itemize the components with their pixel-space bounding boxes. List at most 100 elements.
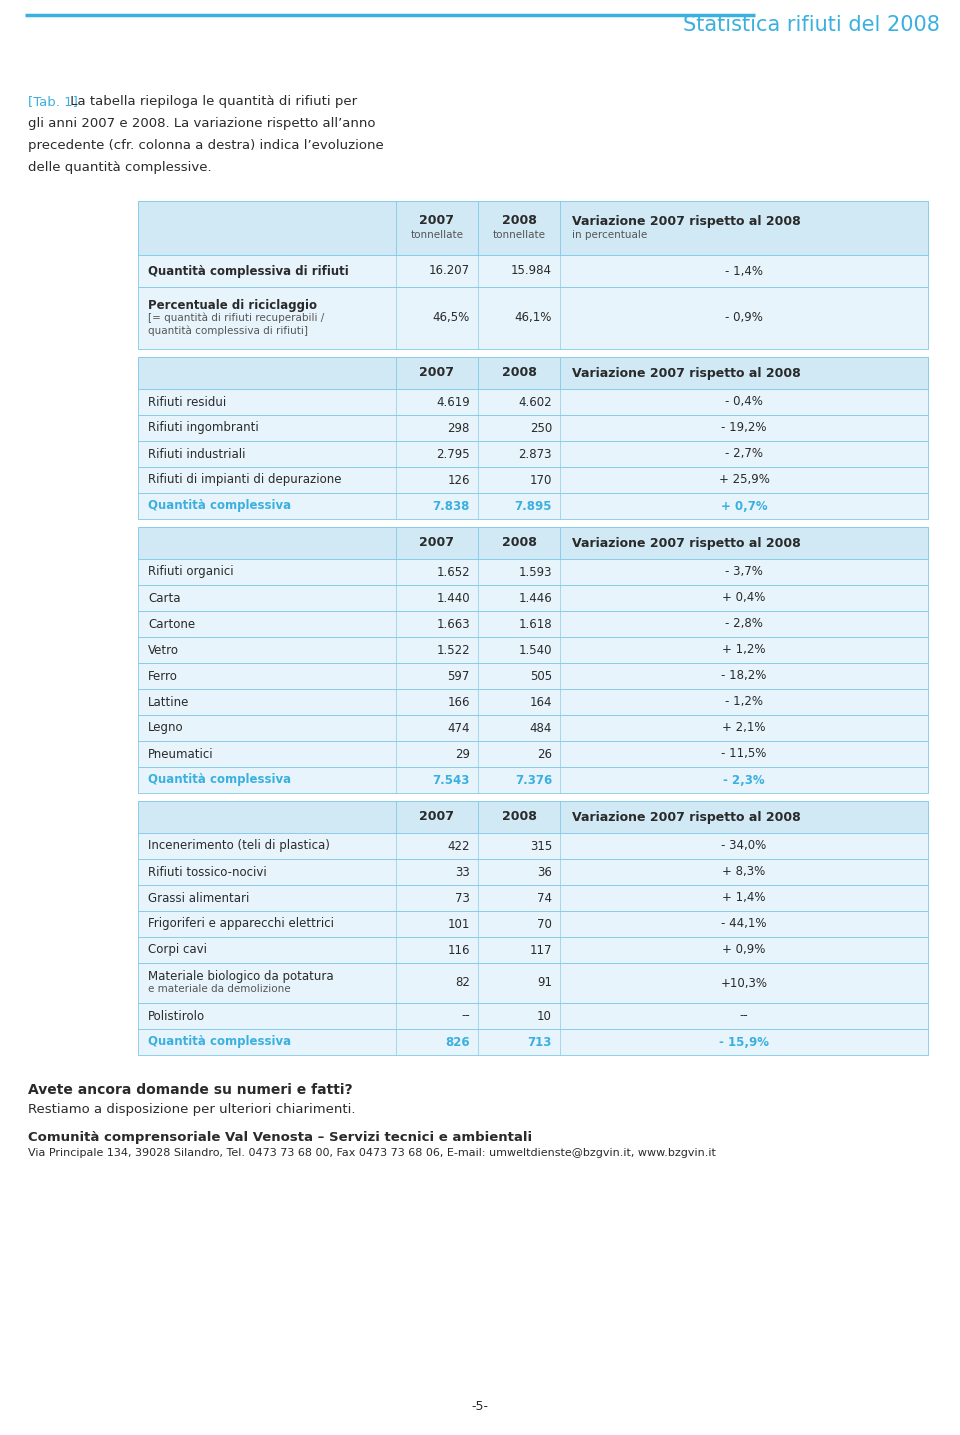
Text: Frigoriferi e apparecchi elettrici: Frigoriferi e apparecchi elettrici bbox=[148, 917, 334, 930]
Text: +10,3%: +10,3% bbox=[721, 976, 767, 990]
Bar bbox=[138, 637, 928, 663]
Text: in percentuale: in percentuale bbox=[572, 230, 647, 240]
Text: 2007: 2007 bbox=[420, 214, 454, 228]
Text: 2.795: 2.795 bbox=[437, 448, 470, 461]
Text: Variazione 2007 rispetto al 2008: Variazione 2007 rispetto al 2008 bbox=[572, 366, 801, 379]
Text: 597: 597 bbox=[447, 670, 470, 683]
Text: 73: 73 bbox=[455, 891, 470, 904]
Text: Legno: Legno bbox=[148, 722, 183, 735]
Text: + 2,1%: + 2,1% bbox=[722, 722, 766, 735]
Text: - 1,2%: - 1,2% bbox=[725, 696, 763, 709]
Bar bbox=[138, 801, 928, 832]
Text: + 8,3%: + 8,3% bbox=[722, 865, 766, 878]
Text: quantità complessiva di rifiuti]: quantità complessiva di rifiuti] bbox=[148, 326, 308, 336]
Text: 2.873: 2.873 bbox=[518, 448, 552, 461]
Text: 126: 126 bbox=[447, 474, 470, 486]
Text: - 2,7%: - 2,7% bbox=[725, 448, 763, 461]
Bar bbox=[138, 1003, 928, 1029]
Text: gli anni 2007 e 2008. La variazione rispetto all’anno: gli anni 2007 e 2008. La variazione risp… bbox=[28, 118, 375, 131]
Text: 26: 26 bbox=[537, 748, 552, 761]
Text: [= quantità di rifiuti recuperabili /: [= quantità di rifiuti recuperabili / bbox=[148, 313, 324, 323]
Bar bbox=[138, 611, 928, 637]
Text: Carta: Carta bbox=[148, 591, 180, 604]
Text: 7.543: 7.543 bbox=[433, 773, 470, 786]
Bar bbox=[138, 832, 928, 860]
Text: 484: 484 bbox=[530, 722, 552, 735]
Text: 116: 116 bbox=[447, 943, 470, 957]
Bar bbox=[138, 1029, 928, 1055]
Bar bbox=[138, 860, 928, 885]
Text: 1.618: 1.618 bbox=[518, 617, 552, 630]
Text: 315: 315 bbox=[530, 839, 552, 852]
Text: 7.838: 7.838 bbox=[433, 499, 470, 512]
Bar bbox=[138, 963, 928, 1003]
Text: - 2,8%: - 2,8% bbox=[725, 617, 763, 630]
Text: 74: 74 bbox=[537, 891, 552, 904]
Text: - 2,3%: - 2,3% bbox=[723, 773, 765, 786]
Text: - 18,2%: - 18,2% bbox=[721, 670, 767, 683]
Text: 70: 70 bbox=[538, 917, 552, 930]
Bar bbox=[138, 287, 928, 349]
Text: 2007: 2007 bbox=[420, 366, 454, 379]
Text: Vetro: Vetro bbox=[148, 643, 179, 656]
Text: 117: 117 bbox=[530, 943, 552, 957]
Text: delle quantità complessive.: delle quantità complessive. bbox=[28, 161, 211, 174]
Text: -5-: -5- bbox=[471, 1401, 489, 1413]
Bar bbox=[138, 689, 928, 715]
Text: 4.619: 4.619 bbox=[436, 396, 470, 409]
Text: 298: 298 bbox=[447, 422, 470, 435]
Text: 46,5%: 46,5% bbox=[433, 311, 470, 324]
Text: - 19,2%: - 19,2% bbox=[721, 422, 767, 435]
Bar bbox=[138, 766, 928, 794]
Bar bbox=[138, 911, 928, 937]
Text: 36: 36 bbox=[538, 865, 552, 878]
Bar bbox=[138, 937, 928, 963]
Text: Avete ancora domande su numeri e fatti?: Avete ancora domande su numeri e fatti? bbox=[28, 1083, 352, 1096]
Text: Percentuale di riciclaggio: Percentuale di riciclaggio bbox=[148, 298, 317, 311]
Text: + 1,4%: + 1,4% bbox=[722, 891, 766, 904]
Text: - 15,9%: - 15,9% bbox=[719, 1036, 769, 1049]
Text: - 44,1%: - 44,1% bbox=[721, 917, 767, 930]
Bar bbox=[138, 201, 928, 255]
Bar bbox=[138, 740, 928, 766]
Text: Corpi cavi: Corpi cavi bbox=[148, 943, 207, 957]
Text: precedente (cfr. colonna a destra) indica l’evoluzione: precedente (cfr. colonna a destra) indic… bbox=[28, 139, 384, 152]
Text: 505: 505 bbox=[530, 670, 552, 683]
Text: Quantità complessiva: Quantità complessiva bbox=[148, 499, 291, 512]
Text: Statistica rifiuti del 2008: Statistica rifiuti del 2008 bbox=[684, 14, 940, 34]
Text: 1.540: 1.540 bbox=[518, 643, 552, 656]
Bar bbox=[138, 663, 928, 689]
Text: 82: 82 bbox=[455, 976, 470, 990]
Text: Variazione 2007 rispetto al 2008: Variazione 2007 rispetto al 2008 bbox=[572, 537, 801, 550]
Text: 15.984: 15.984 bbox=[511, 264, 552, 277]
Text: Rifiuti residui: Rifiuti residui bbox=[148, 396, 227, 409]
Bar bbox=[138, 560, 928, 585]
Text: 1.446: 1.446 bbox=[518, 591, 552, 604]
Text: Ferro: Ferro bbox=[148, 670, 178, 683]
Text: 713: 713 bbox=[528, 1036, 552, 1049]
Text: Via Principale 134, 39028 Silandro, Tel. 0473 73 68 00, Fax 0473 73 68 06, E-mai: Via Principale 134, 39028 Silandro, Tel.… bbox=[28, 1148, 716, 1158]
Text: 2008: 2008 bbox=[501, 214, 537, 228]
Text: 1.663: 1.663 bbox=[437, 617, 470, 630]
Text: 2008: 2008 bbox=[501, 366, 537, 379]
Text: 4.602: 4.602 bbox=[518, 396, 552, 409]
Text: 1.593: 1.593 bbox=[518, 565, 552, 578]
Text: 164: 164 bbox=[530, 696, 552, 709]
Text: - 3,7%: - 3,7% bbox=[725, 565, 763, 578]
Text: Lattine: Lattine bbox=[148, 696, 189, 709]
Text: + 0,9%: + 0,9% bbox=[722, 943, 766, 957]
Bar bbox=[138, 494, 928, 519]
Text: 29: 29 bbox=[455, 748, 470, 761]
Text: 170: 170 bbox=[530, 474, 552, 486]
Bar bbox=[138, 885, 928, 911]
Text: 422: 422 bbox=[447, 839, 470, 852]
Text: Polistirolo: Polistirolo bbox=[148, 1009, 205, 1023]
Text: 1.440: 1.440 bbox=[437, 591, 470, 604]
Text: Quantità complessiva di rifiuti: Quantità complessiva di rifiuti bbox=[148, 264, 348, 277]
Text: + 25,9%: + 25,9% bbox=[719, 474, 769, 486]
Text: Rifiuti organici: Rifiuti organici bbox=[148, 565, 233, 578]
Text: 10: 10 bbox=[538, 1009, 552, 1023]
Text: --: -- bbox=[739, 1009, 749, 1023]
Text: --: -- bbox=[461, 1009, 470, 1023]
Text: 7.376: 7.376 bbox=[515, 773, 552, 786]
